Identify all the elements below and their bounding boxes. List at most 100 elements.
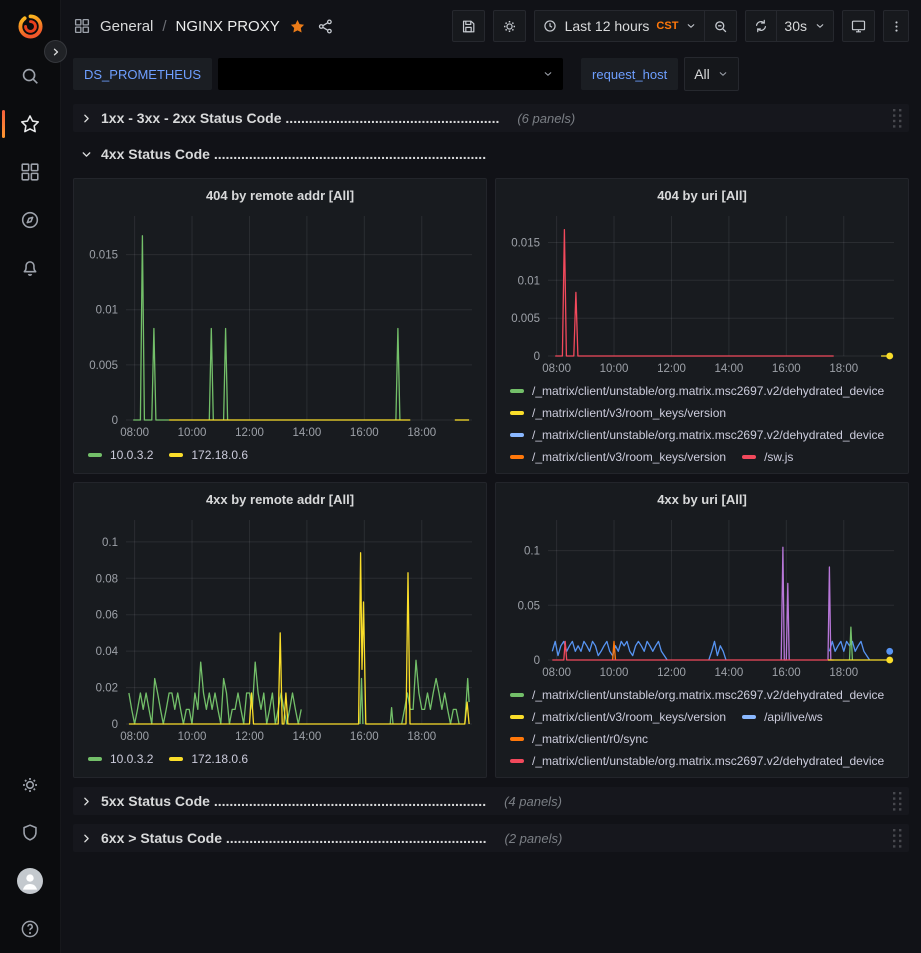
sidebar-expand-button[interactable] — [44, 40, 67, 63]
legend-series-label: 172.18.0.6 — [191, 752, 249, 766]
legend-item[interactable]: /_matrix/client/unstable/org.matrix.msc2… — [510, 688, 884, 702]
variables-bar: DS_PROMETHEUS request_host All — [73, 57, 909, 91]
svg-text:0.02: 0.02 — [96, 683, 118, 695]
refresh-interval-picker[interactable]: 30s — [777, 10, 834, 42]
refresh-interval-label: 30s — [784, 18, 807, 34]
gear-icon — [19, 774, 41, 796]
sidebar-item-alerting[interactable] — [0, 244, 60, 292]
chart-canvas[interactable]: 08:00 10:00 12:00 14:00 16:00 18:00 0 0.005 0.01… — [82, 208, 478, 442]
legend-series-label: /_matrix/client/unstable/org.matrix.msc2… — [532, 428, 885, 442]
star-icon — [19, 113, 41, 135]
row-header-1xx-3xx-2xx[interactable]: 1xx - 3xx - 2xx Status Code ............… — [73, 104, 909, 132]
svg-text:0.06: 0.06 — [96, 610, 118, 622]
svg-text:18:00: 18:00 — [407, 731, 436, 743]
row-header-6xx[interactable]: 6xx > Status Code ......................… — [73, 824, 909, 852]
refresh-button[interactable] — [745, 10, 778, 42]
row-drag-handle[interactable] — [893, 828, 902, 848]
row-title: 4xx Status Code ........................… — [101, 146, 487, 162]
variable-value-request-host[interactable]: All — [684, 57, 739, 91]
svg-text:14:00: 14:00 — [715, 363, 744, 375]
sidebar-item-dashboards[interactable] — [0, 148, 60, 196]
legend-item[interactable]: 172.18.0.6 — [169, 448, 248, 462]
legend-series-label: /sw.js — [764, 450, 794, 464]
legend-item[interactable]: 10.0.3.2 — [88, 448, 153, 462]
svg-text:16:00: 16:00 — [772, 363, 801, 375]
legend-item[interactable]: /_matrix/client/unstable/org.matrix.msc2… — [510, 754, 884, 768]
time-range-picker[interactable]: Last 12 hours CST — [533, 10, 706, 42]
monitor-icon — [850, 18, 867, 35]
sidebar-item-search[interactable] — [0, 52, 60, 100]
svg-text:0: 0 — [534, 351, 540, 363]
sidebar-item-explore[interactable] — [0, 196, 60, 244]
svg-text:16:00: 16:00 — [350, 427, 379, 439]
sidebar-item-profile[interactable] — [0, 857, 60, 905]
panel-title[interactable]: 4xx by uri [All] — [657, 492, 747, 507]
legend-item[interactable]: /sw.js — [742, 450, 793, 464]
legend-item[interactable]: /_matrix/client/v3/room_keys/version — [510, 710, 726, 724]
panel-title[interactable]: 4xx by remote addr [All] — [205, 492, 355, 507]
row-header-4xx[interactable]: 4xx Status Code ........................… — [73, 140, 909, 168]
svg-text:16:00: 16:00 — [772, 667, 801, 679]
legend-item[interactable]: 172.18.0.6 — [169, 752, 248, 766]
chevron-down-icon — [542, 68, 554, 80]
share-icon[interactable] — [317, 18, 334, 35]
breadcrumb-folder[interactable]: General — [100, 17, 154, 35]
dashboard-body: 1xx - 3xx - 2xx Status Code ............… — [61, 96, 921, 953]
legend-item[interactable]: /_matrix/client/v3/room_keys/version — [510, 406, 726, 420]
legend-series-label: /api/live/ws — [764, 710, 823, 724]
row-panel-count: (6 panels) — [517, 110, 576, 126]
save-dashboard-button[interactable] — [451, 10, 485, 42]
panel-title[interactable]: 404 by remote addr [All] — [205, 188, 355, 203]
svg-text:0.05: 0.05 — [518, 600, 540, 612]
legend-item[interactable]: /_matrix/client/unstable/org.matrix.msc2… — [510, 384, 884, 398]
dashboard-settings-button[interactable] — [492, 10, 526, 42]
sidebar-item-starred[interactable] — [0, 100, 60, 148]
row-header-5xx[interactable]: 5xx Status Code ........................… — [73, 787, 909, 815]
svg-text:12:00: 12:00 — [657, 363, 686, 375]
grafana-logo-icon — [17, 13, 44, 40]
sidebar-item-configuration[interactable] — [0, 761, 60, 809]
svg-text:14:00: 14:00 — [293, 731, 322, 743]
legend-item[interactable]: /api/live/ws — [742, 710, 823, 724]
row-drag-handle[interactable] — [893, 791, 902, 811]
svg-text:12:00: 12:00 — [235, 427, 264, 439]
gear-icon — [501, 18, 518, 35]
legend-item[interactable]: 10.0.3.2 — [88, 752, 153, 766]
kebab-menu-icon — [889, 19, 904, 34]
row-title: 1xx - 3xx - 2xx Status Code ............… — [101, 110, 500, 126]
kebab-menu-button[interactable] — [883, 10, 909, 42]
legend-item[interactable]: /_matrix/client/v3/room_keys/version — [510, 450, 726, 464]
panel-title[interactable]: 404 by uri [All] — [657, 188, 747, 203]
refresh-group: 30s — [745, 10, 834, 42]
legend-series-swatch — [510, 389, 524, 393]
chart-canvas[interactable]: 08:00 10:00 12:00 14:00 16:00 18:00 0 0.005 0.01… — [504, 208, 900, 378]
zoom-out-time-button[interactable] — [705, 10, 738, 42]
legend-series-swatch — [510, 737, 524, 741]
legend-series-label: /_matrix/client/v3/room_keys/version — [532, 450, 727, 464]
variable-value-ds-prometheus[interactable] — [218, 58, 564, 90]
tv-mode-button[interactable] — [842, 10, 875, 42]
favorite-star-icon[interactable] — [289, 18, 306, 35]
sidebar-item-server-admin[interactable] — [0, 809, 60, 857]
row-title: 5xx Status Code ........................… — [101, 793, 487, 809]
grafana-logo[interactable] — [0, 0, 60, 52]
sidebar-item-help[interactable] — [0, 905, 60, 953]
legend-series-label: /_matrix/client/unstable/org.matrix.msc2… — [532, 384, 885, 398]
row-panel-count: (2 panels) — [504, 830, 563, 846]
chart-canvas[interactable]: 08:00 10:00 12:00 14:00 16:00 18:00 0 0.05 0.1 — [504, 512, 900, 682]
chart-canvas[interactable]: 08:00 10:00 12:00 14:00 16:00 18:00 0 0.02 0.04 0… — [82, 512, 478, 746]
svg-text:14:00: 14:00 — [715, 667, 744, 679]
time-picker-group: Last 12 hours CST — [533, 10, 738, 42]
legend-item[interactable]: /_matrix/client/unstable/org.matrix.msc2… — [510, 428, 884, 442]
svg-text:0.1: 0.1 — [102, 537, 118, 549]
svg-text:0.01: 0.01 — [518, 275, 540, 287]
legend-series-swatch — [169, 757, 184, 761]
dashboard-title[interactable]: NGINX PROXY — [175, 17, 280, 35]
avatar — [17, 868, 43, 894]
svg-text:12:00: 12:00 — [235, 731, 264, 743]
svg-text:0: 0 — [534, 655, 540, 667]
search-icon — [19, 65, 41, 87]
legend-item[interactable]: /_matrix/client/r0/sync — [510, 732, 648, 746]
row-drag-handle[interactable] — [893, 108, 902, 128]
